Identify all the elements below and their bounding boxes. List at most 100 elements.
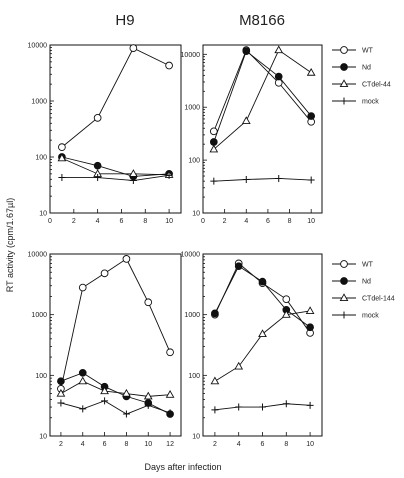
y-tick-label: 100 — [35, 373, 47, 380]
data-point — [166, 409, 174, 417]
series-line — [213, 49, 312, 132]
y-tick-label: 100 — [188, 158, 200, 165]
series-line — [214, 310, 311, 382]
legend-label: Nd — [362, 65, 371, 72]
data-point — [128, 169, 138, 177]
data-point — [78, 368, 87, 377]
y-tick-label: 10000 — [181, 252, 201, 259]
series-mock — [211, 400, 314, 414]
data-point — [57, 377, 65, 386]
series-mock — [57, 397, 174, 418]
data-point — [58, 174, 66, 182]
series-line — [60, 258, 171, 389]
legend-marker — [340, 97, 348, 105]
y-tick-label: 100 — [188, 373, 200, 380]
y-tick-label: 1000 — [31, 312, 47, 319]
series-line — [61, 156, 170, 177]
x-tick-label: 10 — [144, 441, 152, 448]
x-tick-label: 4 — [96, 218, 100, 225]
data-point — [165, 389, 175, 398]
y-tick-label: 1000 — [184, 312, 200, 319]
x-tick-label: 6 — [103, 441, 107, 448]
data-point — [211, 309, 219, 318]
legend-marker — [340, 63, 348, 71]
data-point — [78, 376, 88, 385]
data-point — [209, 138, 218, 146]
data-point — [210, 376, 220, 385]
data-point — [306, 67, 316, 76]
data-point — [79, 405, 87, 413]
data-point — [242, 175, 250, 183]
legend-marker — [340, 311, 348, 319]
series-ctdel-44 — [209, 45, 316, 153]
series-line — [60, 400, 171, 415]
series-line — [61, 157, 170, 176]
y-tick-label: 10000 — [28, 252, 48, 259]
data-point — [122, 388, 131, 397]
data-point — [93, 114, 102, 122]
x-tick-label: 2 — [59, 441, 63, 448]
legend-marker — [339, 79, 349, 88]
data-point — [274, 72, 283, 81]
data-point — [144, 298, 153, 307]
x-tick-label: 8 — [284, 441, 288, 448]
panel-bottom-right: 10 100 1000 10000 2 4 6 8 10 — [181, 252, 323, 448]
data-point — [209, 144, 219, 153]
data-point — [234, 361, 244, 370]
series-line — [214, 265, 311, 328]
series-nd — [209, 47, 316, 146]
x-tick-label: 0 — [201, 218, 205, 225]
y-tick-label: 10 — [192, 434, 200, 441]
data-point — [100, 386, 109, 395]
y-axis-label: RT activity (cpm/1.67µl) — [5, 198, 15, 292]
legend-label: WT — [362, 262, 374, 269]
data-point — [101, 397, 109, 405]
data-point — [129, 177, 137, 185]
series-line — [61, 174, 170, 181]
legends: WT Nd CTdel-44 mock WT Nd CTdel-144 mock — [332, 46, 395, 320]
x-tick-label: 2 — [213, 441, 217, 448]
legend-label: CTdel-44 — [362, 82, 391, 89]
data-point — [235, 403, 243, 411]
data-point — [94, 174, 102, 182]
y-tick-label: 10 — [39, 434, 47, 441]
data-point — [306, 323, 314, 332]
data-point — [58, 143, 66, 151]
series-wt — [211, 259, 314, 337]
x-tick-label: 0 — [48, 218, 52, 225]
legend-label: mock — [362, 99, 379, 106]
panel-frame — [202, 44, 323, 214]
data-point — [307, 112, 316, 120]
data-point — [57, 153, 67, 162]
data-point — [258, 329, 267, 338]
data-point — [275, 174, 283, 182]
data-point — [143, 391, 153, 400]
panel-frame — [49, 253, 182, 437]
panel-frame — [49, 44, 182, 214]
panel-top-left: 10 100 1000 10000 0 2 4 6 8 10 — [28, 43, 182, 225]
col-title-m8166: M8166 — [239, 12, 285, 29]
data-point — [274, 45, 284, 54]
x-tick-label: 2 — [223, 218, 227, 225]
series-wt — [57, 255, 174, 393]
x-tick-label: 10 — [165, 218, 173, 225]
series-line — [61, 47, 170, 148]
series-ctdel-144 — [210, 306, 315, 385]
data-point — [281, 309, 291, 318]
x-axis-label: Days after infection — [144, 462, 221, 472]
data-point — [209, 127, 218, 136]
series-line — [213, 49, 312, 150]
series-line — [213, 50, 312, 143]
legend: WT Nd CTdel-144 mock — [332, 260, 395, 320]
x-tick-label: 4 — [81, 441, 85, 448]
data-point — [306, 401, 314, 409]
y-tick-label: 10 — [192, 211, 200, 218]
y-tick-label: 1000 — [31, 99, 47, 106]
data-point — [122, 410, 130, 418]
legend: WT Nd CTdel-44 mock — [332, 46, 391, 106]
series-line — [60, 380, 171, 397]
data-point — [166, 348, 174, 357]
series-ctdel-144 — [56, 376, 175, 400]
legend-marker — [340, 277, 348, 285]
